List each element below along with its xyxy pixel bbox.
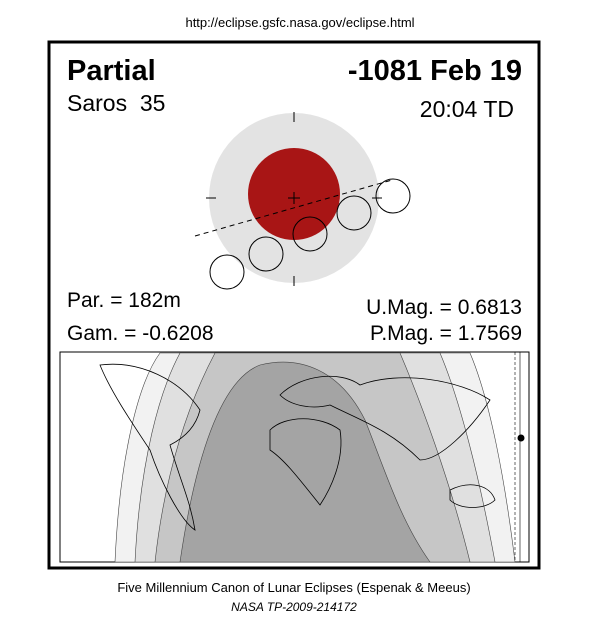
moon	[336, 195, 372, 231]
eclipse-type: Partial	[67, 55, 156, 87]
visibility-map	[59, 351, 530, 563]
moon-path	[194, 179, 393, 237]
continent-outline	[279, 375, 491, 461]
eclipse-time: 20:04 TD	[420, 96, 514, 122]
source-url: http://eclipse.gsfc.nasa.gov/eclipse.htm…	[185, 15, 414, 30]
continent-outline	[269, 418, 342, 506]
footer-title: Five Millennium Canon of Lunar Eclipses …	[117, 580, 470, 595]
parameter-umag: U.Mag. = 0.6813	[366, 296, 522, 319]
full-visibility-zone	[179, 361, 431, 563]
moon	[248, 236, 284, 272]
map-marker	[517, 434, 525, 442]
continent-outline	[99, 363, 201, 531]
eclipse-date: -1081 Feb 19	[348, 55, 522, 87]
parameter-pmag: P.Mag. = 1.7569	[370, 322, 522, 345]
saros: Saros 35	[67, 90, 165, 116]
footer-reference: NASA TP-2009-214172	[231, 600, 357, 614]
continent-outline	[449, 484, 496, 508]
eclipse-geometry	[194, 112, 411, 290]
parameter-gam: Gam. = -0.6208	[67, 322, 214, 345]
parameter-par: Par. = 182m	[67, 289, 181, 312]
moon	[292, 216, 328, 252]
moon	[209, 254, 245, 290]
moon	[375, 178, 411, 214]
